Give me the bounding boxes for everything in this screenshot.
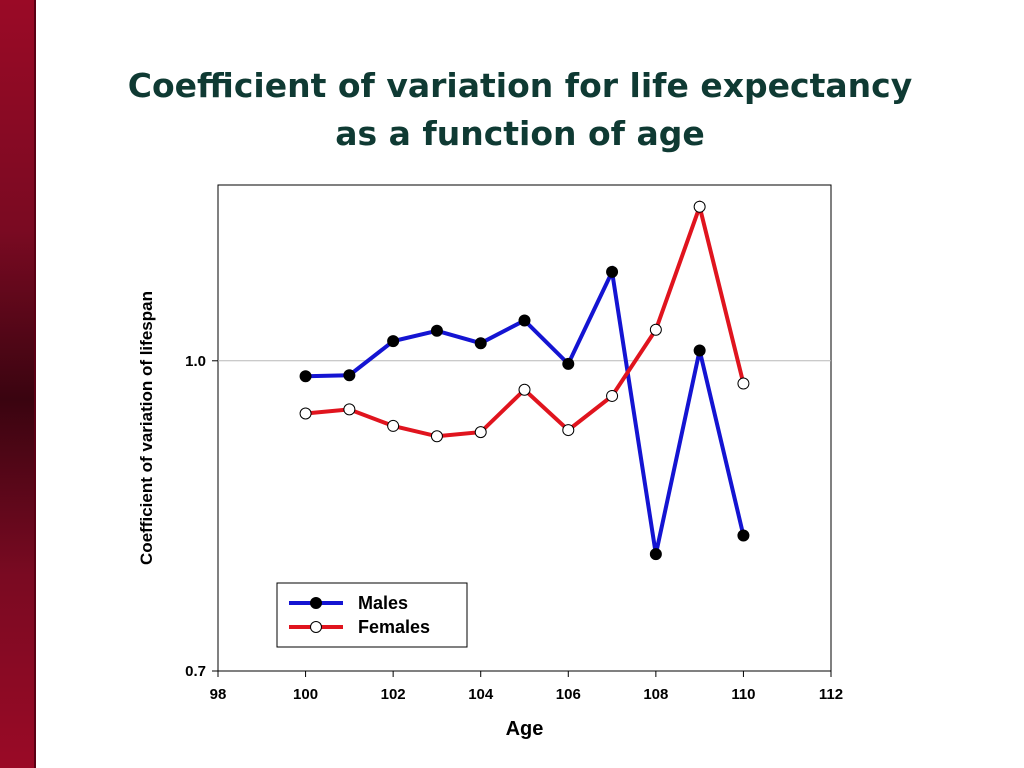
- x-tick-label: 110: [731, 686, 755, 703]
- legend-marker-females: [310, 621, 322, 633]
- data-point-males: [693, 344, 706, 357]
- slide-title: Coefficient of variation for life expect…: [60, 62, 980, 158]
- legend-item-males: Males: [289, 593, 408, 613]
- x-tick-label: 98: [210, 686, 227, 703]
- data-point-females: [606, 389, 619, 402]
- y-tick-label: 1.0: [185, 353, 206, 370]
- data-point-males: [343, 369, 356, 382]
- y-axis-title: Coefficient of variation of lifespan: [137, 291, 156, 565]
- data-point-males: [737, 529, 750, 542]
- data-point-females: [299, 407, 312, 420]
- legend-item-females: Females: [289, 617, 430, 637]
- data-point-males: [387, 335, 400, 348]
- x-tick-label: 102: [381, 686, 406, 703]
- series: [299, 199, 750, 561]
- data-point-females: [430, 430, 443, 443]
- data-point-females: [693, 200, 706, 213]
- series-females: [299, 199, 750, 443]
- legend-marker-males: [310, 597, 322, 609]
- data-point-males: [649, 548, 662, 561]
- data-point-females: [562, 424, 575, 437]
- data-point-females: [474, 426, 487, 439]
- x-tick-label: 112: [819, 686, 843, 703]
- x-tick-label: 104: [468, 686, 494, 703]
- data-point-females: [649, 323, 662, 336]
- series-line-males: [305, 265, 746, 555]
- slide-accent-bar: [0, 0, 34, 768]
- x-tick-label: 100: [293, 686, 318, 703]
- legend-label-males: Males: [358, 593, 408, 613]
- slide-accent-line: [34, 0, 36, 768]
- data-point-females: [343, 403, 356, 416]
- axes: 98 100 102 104 106 108 110 112 0.7 1.0: [185, 353, 843, 703]
- data-point-females: [387, 419, 400, 432]
- slide-title-line-2: as a function of age: [335, 114, 705, 153]
- data-point-males: [606, 265, 619, 278]
- legend: Males Females: [276, 582, 468, 648]
- data-point-males: [518, 314, 531, 327]
- data-point-males: [299, 370, 312, 383]
- x-tick-label: 108: [643, 686, 668, 703]
- x-tick-label: 106: [556, 686, 581, 703]
- plot-area-frame: [217, 184, 832, 672]
- data-point-males: [474, 337, 487, 350]
- data-point-females: [518, 383, 531, 396]
- data-point-females: [737, 377, 750, 390]
- y-tick-label: 0.7: [185, 663, 206, 680]
- series-males: [299, 265, 750, 561]
- legend-label-females: Females: [358, 617, 430, 637]
- x-axis-title: Age: [506, 718, 544, 740]
- data-point-males: [562, 357, 575, 370]
- legend-box: [276, 582, 468, 648]
- slide-title-line-1: Coefficient of variation for life expect…: [127, 66, 913, 105]
- data-point-males: [430, 324, 443, 337]
